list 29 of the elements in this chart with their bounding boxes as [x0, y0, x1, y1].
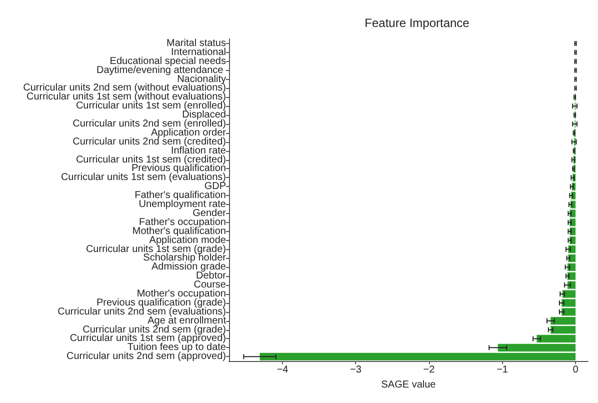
y-tick-label: Mother's qualification	[132, 226, 226, 237]
y-tick-label: Daytime/evening attendance	[96, 64, 226, 76]
x-tick-label: −1	[496, 364, 508, 376]
y-tick-label: Curricular units 2nd sem (approved)	[66, 351, 226, 362]
y-tick-label: Previous qualification (grade)	[96, 297, 226, 308]
y-tick-label: Admission grade	[152, 262, 226, 273]
y-tick-label: Father's occupation	[139, 216, 226, 228]
y-tick-label: Mother's occupation	[136, 288, 226, 300]
x-tick-label: −2	[423, 364, 436, 376]
y-tick-label: Curricular units 2nd sem (enrolled)	[72, 118, 226, 130]
y-tick-label: Nacionality	[177, 74, 226, 85]
y-tick-label: Curricular units 1st sem (evaluations)	[60, 172, 226, 184]
x-tick-label: −3	[350, 364, 362, 376]
y-tick-label: Debtor	[196, 270, 227, 282]
x-axis-title: SAGE value	[381, 380, 436, 390]
y-tick-label: Curricular units 2nd sem (evaluations)	[58, 306, 226, 318]
x-tick-label: 0	[572, 364, 579, 376]
y-tick-label: Application order	[150, 127, 227, 138]
y-tick-label: Gender	[192, 208, 227, 219]
x-tick-label: −4	[276, 364, 289, 376]
y-tick-label: Application mode	[149, 234, 226, 246]
y-tick-label: International	[170, 46, 226, 58]
y-tick-label: Course	[194, 280, 226, 291]
y-tick-label: Curricular units 1st sem (enrolled)	[76, 100, 226, 112]
y-tick-label: Displaced	[182, 110, 226, 121]
y-tick-label: Educational special needs	[110, 56, 226, 67]
chart-title: Feature Importance	[364, 16, 470, 30]
y-tick-label: Marital status	[166, 38, 226, 49]
y-tick-label: GDP	[204, 181, 226, 192]
